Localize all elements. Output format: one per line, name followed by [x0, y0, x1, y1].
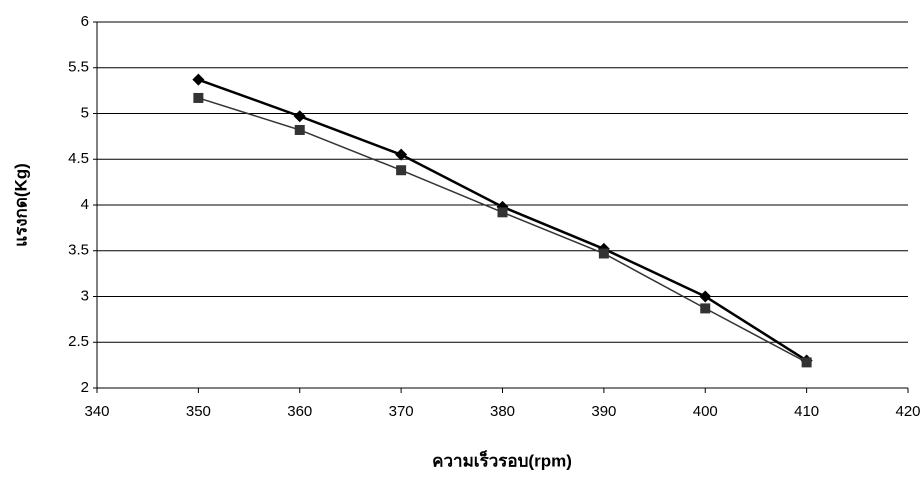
x-tick-label: 380 — [490, 403, 515, 420]
x-tick-label: 400 — [693, 403, 718, 420]
y-tick-label: 2.5 — [68, 333, 89, 350]
point — [192, 73, 205, 86]
point — [395, 148, 408, 161]
y-tick-label: 6 — [81, 13, 89, 30]
y-tick-label: 4 — [81, 196, 89, 213]
series-line — [198, 97, 807, 364]
x-tick-label: 350 — [186, 403, 211, 420]
point — [396, 165, 407, 176]
point — [497, 207, 508, 218]
x-tick-label: 360 — [287, 403, 312, 420]
x-tick-label: 370 — [389, 403, 414, 420]
x-tick-label: 410 — [794, 403, 819, 420]
y-tick-label: 5.5 — [68, 59, 89, 76]
x-tick-label: 340 — [84, 403, 109, 420]
point — [293, 110, 306, 123]
y-axis-title: แรงกด(Kg) — [11, 163, 30, 247]
y-tick-label: 5 — [81, 104, 89, 121]
y-tick-label: 4.5 — [68, 150, 89, 167]
y-tick-label: 3.5 — [68, 242, 89, 259]
point — [193, 92, 204, 103]
x-axis-title: ความเร็วรอบ(rpm) — [432, 448, 572, 470]
series-line — [197, 78, 808, 362]
y-tick-label: 2 — [81, 379, 89, 396]
x-tick-label: 390 — [591, 403, 616, 420]
point — [801, 357, 812, 368]
x-tick-label: 420 — [895, 403, 920, 420]
point — [699, 290, 712, 303]
point — [700, 303, 711, 314]
y-tick-label: 3 — [81, 287, 89, 304]
point — [598, 248, 609, 259]
point — [294, 124, 305, 135]
